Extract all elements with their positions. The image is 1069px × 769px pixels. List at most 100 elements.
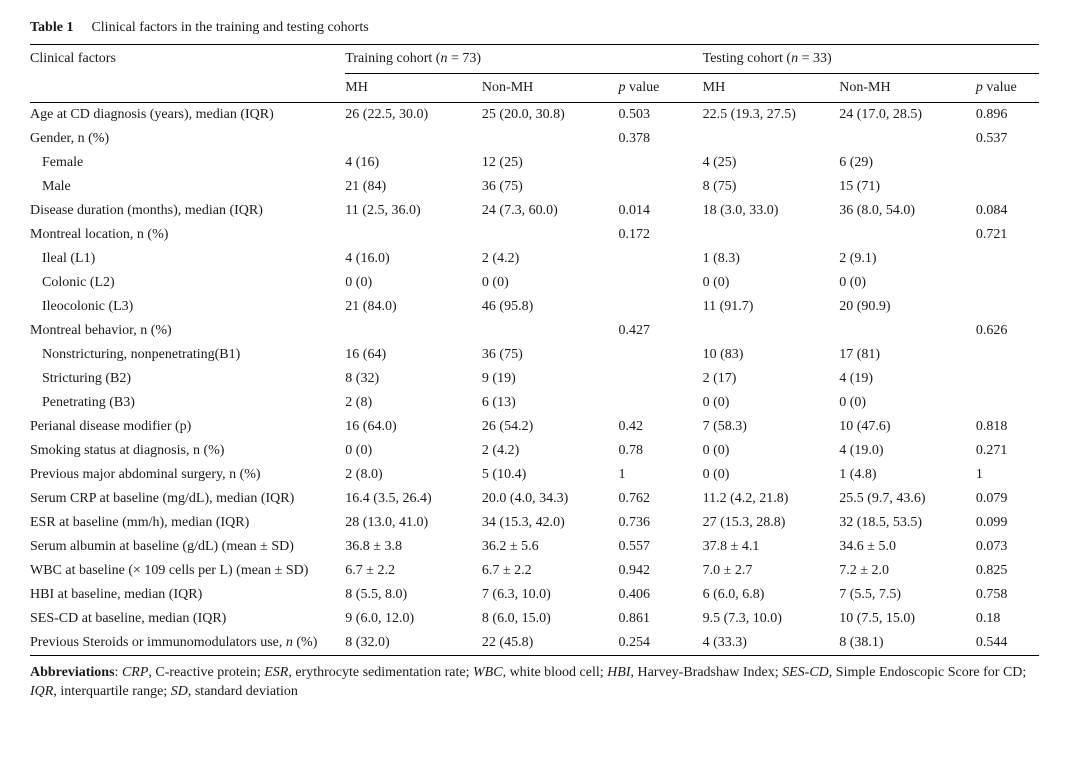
row-label: Montreal behavior, n (%) <box>30 319 345 343</box>
cell-nonmh-train: 20.0 (4.0, 34.3) <box>482 487 619 511</box>
cell-p-test: 0.099 <box>976 511 1039 535</box>
cell-nonmh-test: 32 (18.5, 53.5) <box>839 511 976 535</box>
cell-mh-train: 0 (0) <box>345 439 482 463</box>
col-header-mh-train: MH <box>345 74 482 103</box>
cell-nonmh-test <box>839 127 976 151</box>
footnote-text: : CRP, C-reactive protein; ESR, erythroc… <box>30 665 1026 699</box>
row-label: Perianal disease modifier (p) <box>30 415 345 439</box>
table-row: Gender, n (%) 0.378 0.537 <box>30 127 1039 151</box>
col-header-factor: Clinical factors <box>30 45 345 103</box>
cell-nonmh-train: 6.7 ± 2.2 <box>482 559 619 583</box>
cell-nonmh-test: 17 (81) <box>839 343 976 367</box>
cell-nonmh-test: 15 (71) <box>839 175 976 199</box>
row-label: Gender, n (%) <box>30 127 345 151</box>
cell-p-train: 0.861 <box>619 607 703 631</box>
cell-nonmh-train <box>482 223 619 247</box>
col-header-nonmh-train: Non-MH <box>482 74 619 103</box>
cell-nonmh-test <box>839 319 976 343</box>
table-row: Montreal behavior, n (%)0.4270.626 <box>30 319 1039 343</box>
row-label: Male <box>30 175 345 199</box>
table-footnote: Abbreviations: CRP, C-reactive protein; … <box>30 664 1039 702</box>
cell-nonmh-test: 10 (7.5, 15.0) <box>839 607 976 631</box>
row-label: WBC at baseline (× 109 cells per L) (mea… <box>30 559 345 583</box>
cell-p-train: 1 <box>619 463 703 487</box>
cell-p-train: 0.378 <box>619 127 703 151</box>
row-label: Previous major abdominal surgery, n (%) <box>30 463 345 487</box>
row-label: Serum albumin at baseline (g/dL) (mean ±… <box>30 535 345 559</box>
col-group-testing-suffix: = 33) <box>798 51 832 66</box>
table-row: Stricturing (B2)8 (32)9 (19)2 (17)4 (19) <box>30 367 1039 391</box>
cell-mh-test: 22.5 (19.3, 27.5) <box>703 103 840 128</box>
cell-p-test: 0.721 <box>976 223 1039 247</box>
cell-mh-train: 2 (8.0) <box>345 463 482 487</box>
cell-mh-test: 0 (0) <box>703 439 840 463</box>
table-row: Ileocolonic (L3)21 (84.0)46 (95.8)11 (91… <box>30 295 1039 319</box>
cell-mh-train: 8 (32) <box>345 367 482 391</box>
row-label: Smoking status at diagnosis, n (%) <box>30 439 345 463</box>
cell-nonmh-train: 9 (19) <box>482 367 619 391</box>
cell-p-train <box>619 175 703 199</box>
cell-p-train <box>619 247 703 271</box>
p-suffix: value <box>983 80 1017 95</box>
cell-mh-test: 2 (17) <box>703 367 840 391</box>
cell-nonmh-train: 2 (4.2) <box>482 247 619 271</box>
cell-nonmh-test: 0 (0) <box>839 271 976 295</box>
cell-nonmh-train: 36 (75) <box>482 175 619 199</box>
row-label: Montreal location, n (%) <box>30 223 345 247</box>
col-header-nonmh-test: Non-MH <box>839 74 976 103</box>
cell-nonmh-test: 6 (29) <box>839 151 976 175</box>
cell-nonmh-train: 26 (54.2) <box>482 415 619 439</box>
cell-p-train <box>619 271 703 295</box>
cell-mh-train: 36.8 ± 3.8 <box>345 535 482 559</box>
cell-mh-test: 4 (25) <box>703 151 840 175</box>
cell-mh-train <box>345 223 482 247</box>
table-row: HBI at baseline, median (IQR)8 (5.5, 8.0… <box>30 583 1039 607</box>
cell-nonmh-train: 36.2 ± 5.6 <box>482 535 619 559</box>
row-label: Previous Steroids or immunomodulators us… <box>30 631 345 656</box>
cell-mh-train: 2 (8) <box>345 391 482 415</box>
cell-nonmh-train: 46 (95.8) <box>482 295 619 319</box>
cell-mh-train <box>345 127 482 151</box>
cell-p-test: 0.18 <box>976 607 1039 631</box>
p-suffix: value <box>626 80 660 95</box>
cell-nonmh-train: 36 (75) <box>482 343 619 367</box>
cell-mh-train: 28 (13.0, 41.0) <box>345 511 482 535</box>
cell-p-train: 0.762 <box>619 487 703 511</box>
cell-nonmh-train: 6 (13) <box>482 391 619 415</box>
cell-mh-test: 7.0 ± 2.7 <box>703 559 840 583</box>
cell-nonmh-test: 7 (5.5, 7.5) <box>839 583 976 607</box>
cell-p-test: 0.537 <box>976 127 1039 151</box>
cell-mh-train: 8 (5.5, 8.0) <box>345 583 482 607</box>
cell-mh-test: 18 (3.0, 33.0) <box>703 199 840 223</box>
cell-p-train: 0.503 <box>619 103 703 128</box>
cell-mh-train: 21 (84.0) <box>345 295 482 319</box>
cell-nonmh-test: 34.6 ± 5.0 <box>839 535 976 559</box>
col-header-p-train: p value <box>619 74 703 103</box>
cell-p-test <box>976 343 1039 367</box>
table-row: Perianal disease modifier (p)16 (64.0)26… <box>30 415 1039 439</box>
cell-nonmh-train <box>482 127 619 151</box>
table-row: Nonstricturing, nonpenetrating(B1)16 (64… <box>30 343 1039 367</box>
col-group-testing: Testing cohort (n = 33) <box>703 45 1039 74</box>
cell-nonmh-test <box>839 223 976 247</box>
cell-mh-train: 21 (84) <box>345 175 482 199</box>
cell-p-test: 0.073 <box>976 535 1039 559</box>
cell-nonmh-test: 4 (19.0) <box>839 439 976 463</box>
cell-mh-test: 37.8 ± 4.1 <box>703 535 840 559</box>
table-row: Previous major abdominal surgery, n (%)2… <box>30 463 1039 487</box>
cell-nonmh-train: 34 (15.3, 42.0) <box>482 511 619 535</box>
cell-mh-train: 6.7 ± 2.2 <box>345 559 482 583</box>
table-title: Clinical factors in the training and tes… <box>91 20 368 35</box>
cell-mh-test: 9.5 (7.3, 10.0) <box>703 607 840 631</box>
cell-mh-train: 0 (0) <box>345 271 482 295</box>
cell-mh-train: 16.4 (3.5, 26.4) <box>345 487 482 511</box>
cell-nonmh-train: 7 (6.3, 10.0) <box>482 583 619 607</box>
cell-nonmh-train: 12 (25) <box>482 151 619 175</box>
table-row: SES-CD at baseline, median (IQR)9 (6.0, … <box>30 607 1039 631</box>
cell-p-test <box>976 295 1039 319</box>
cell-mh-test: 0 (0) <box>703 391 840 415</box>
cell-p-train: 0.254 <box>619 631 703 656</box>
table-row: Colonic (L2)0 (0)0 (0)0 (0)0 (0) <box>30 271 1039 295</box>
row-label: ESR at baseline (mm/h), median (IQR) <box>30 511 345 535</box>
table-row: Male21 (84)36 (75)8 (75)15 (71) <box>30 175 1039 199</box>
